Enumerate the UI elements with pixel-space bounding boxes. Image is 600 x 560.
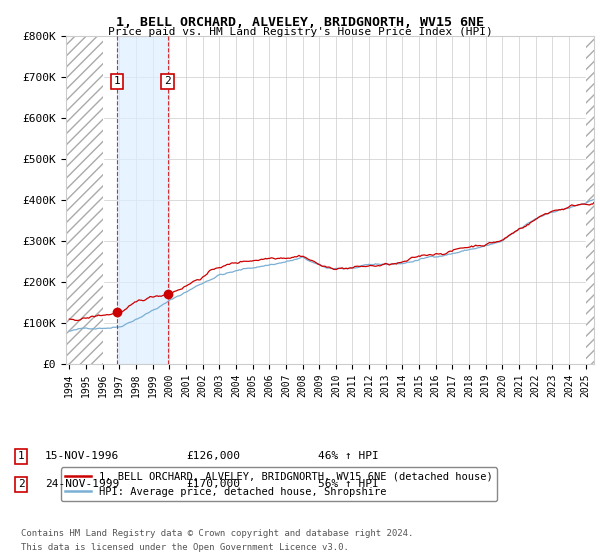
Text: Contains HM Land Registry data © Crown copyright and database right 2024.: Contains HM Land Registry data © Crown c… <box>21 529 413 538</box>
Text: 2: 2 <box>164 77 171 86</box>
Text: £170,000: £170,000 <box>186 479 240 489</box>
Text: This data is licensed under the Open Government Licence v3.0.: This data is licensed under the Open Gov… <box>21 543 349 552</box>
Text: 15-NOV-1996: 15-NOV-1996 <box>45 451 119 461</box>
Text: 46% ↑ HPI: 46% ↑ HPI <box>318 451 379 461</box>
Text: 1, BELL ORCHARD, ALVELEY, BRIDGNORTH, WV15 6NE: 1, BELL ORCHARD, ALVELEY, BRIDGNORTH, WV… <box>116 16 484 29</box>
Text: 1: 1 <box>17 451 25 461</box>
Bar <box>586 36 594 364</box>
Text: 56% ↑ HPI: 56% ↑ HPI <box>318 479 379 489</box>
Bar <box>66 36 103 364</box>
Text: 1: 1 <box>114 77 121 86</box>
Text: 2: 2 <box>17 479 25 489</box>
Text: 24-NOV-1999: 24-NOV-1999 <box>45 479 119 489</box>
Text: £126,000: £126,000 <box>186 451 240 461</box>
Text: Price paid vs. HM Land Registry's House Price Index (HPI): Price paid vs. HM Land Registry's House … <box>107 27 493 37</box>
Bar <box>586 36 594 364</box>
Bar <box>118 36 167 364</box>
Legend: 1, BELL ORCHARD, ALVELEY, BRIDGNORTH, WV15 6NE (detached house), HPI: Average pr: 1, BELL ORCHARD, ALVELEY, BRIDGNORTH, WV… <box>61 468 497 501</box>
Bar <box>66 36 103 364</box>
